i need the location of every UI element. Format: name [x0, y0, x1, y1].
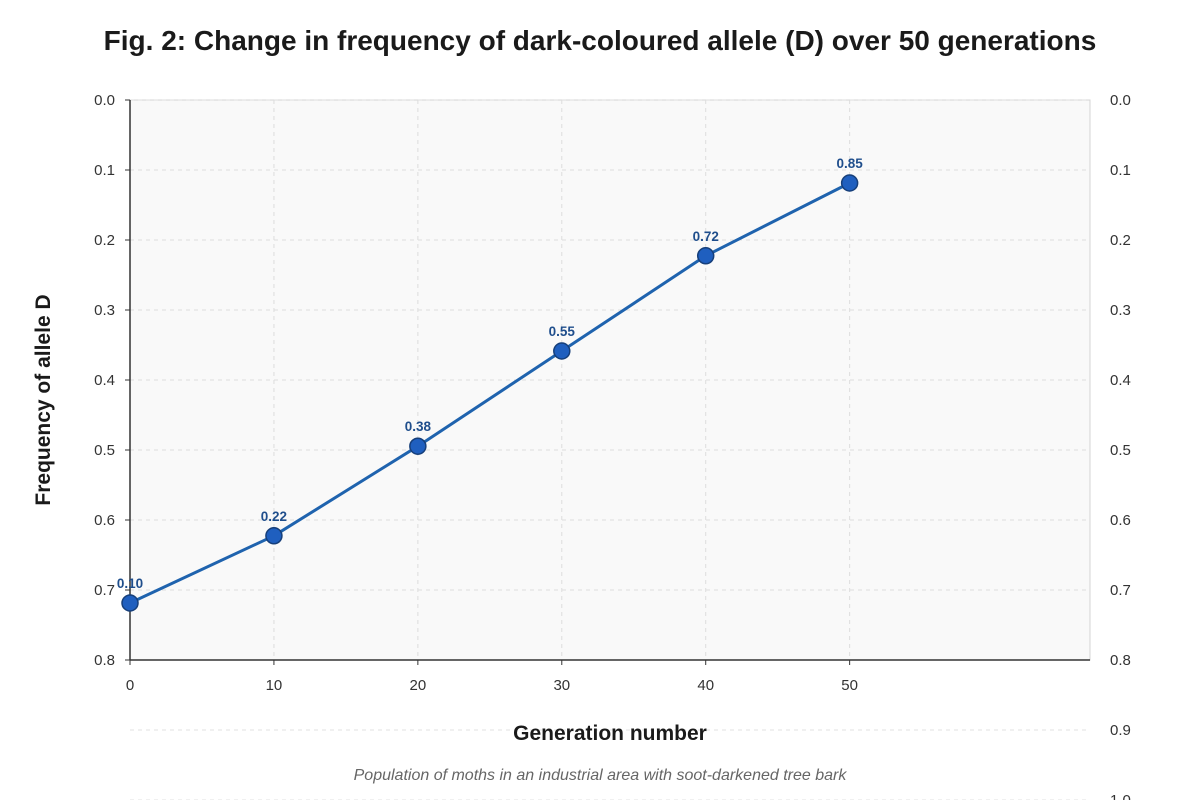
y-tick-label-right: 0.7	[1110, 582, 1131, 599]
y-axis-label: Frequency of allele D	[32, 294, 55, 505]
y-tick-label-right: 0.1	[1110, 162, 1131, 179]
x-tick-label: 30	[553, 677, 570, 694]
y-tick-label-left: 0.8	[94, 652, 115, 669]
y-tick-label-left: 0.5	[94, 442, 115, 459]
series-line	[129, 181, 851, 605]
y-tick-label-right: 1.0	[1110, 792, 1131, 800]
x-axis-label: Generation number	[513, 722, 707, 745]
y-tick-label-left: 0.6	[94, 512, 115, 529]
y-tick-label-left: 0.4	[94, 372, 115, 389]
data-label: 0.38	[405, 419, 432, 434]
x-tick-label: 0	[126, 677, 134, 694]
y-tick-label-right: 0.8	[1110, 652, 1131, 669]
y-tick-label-left: 0.1	[94, 162, 115, 179]
y-tick-label-left: 0.3	[94, 302, 115, 319]
x-tick-label: 50	[841, 677, 858, 694]
y-tick-label-left: 0.0	[94, 92, 115, 109]
y-tick-label-left: 0.7	[94, 582, 115, 599]
data-point	[553, 342, 571, 360]
y-tick-label-right: 0.2	[1110, 232, 1131, 249]
x-tick-label: 10	[266, 677, 283, 694]
y-tick-label-right: 0.0	[1110, 92, 1131, 109]
x-tick-label: 40	[697, 677, 714, 694]
axes	[125, 99, 1090, 665]
data-label: 0.85	[836, 156, 863, 171]
y-tick-label-left: 0.2	[94, 232, 115, 249]
data-label: 0.10	[117, 576, 143, 591]
y-tick-label-right: 0.5	[1110, 442, 1131, 459]
y-tick-label-right: 0.3	[1110, 302, 1131, 319]
data-label: 0.72	[693, 229, 719, 244]
y-tick-label-right: 0.6	[1110, 512, 1131, 529]
chart-title: Fig. 2: Change in frequency of dark-colo…	[104, 25, 1097, 56]
y-tick-label-right: 0.9	[1110, 722, 1131, 739]
x-tick-label: 20	[410, 677, 427, 694]
series-layer: 0.10 0.22 0.38 0.55 0.72 0.85	[117, 156, 863, 612]
chart-caption: Population of moths in an industrial are…	[354, 767, 848, 784]
data-point	[409, 437, 427, 455]
tick-labels: 0.00.10.20.30.40.50.60.70.80.00.10.20.30…	[94, 92, 1131, 800]
data-label: 0.55	[549, 324, 576, 339]
data-point	[840, 174, 859, 192]
data-point	[265, 527, 283, 545]
data-label: 0.22	[261, 509, 287, 524]
y-tick-label-right: 0.4	[1110, 372, 1131, 389]
data-point	[696, 247, 715, 265]
data-point	[121, 594, 139, 612]
